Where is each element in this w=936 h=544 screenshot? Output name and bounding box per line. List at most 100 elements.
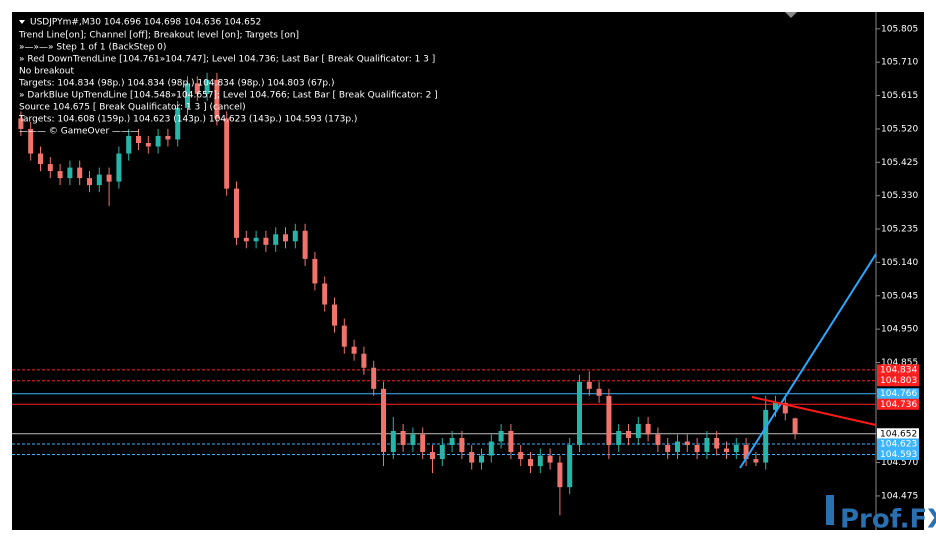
candle-body [18, 118, 24, 129]
candle-body [87, 178, 92, 186]
candle-body [547, 455, 553, 463]
y-tick-label: 104.855 [881, 358, 918, 368]
info-line: No breakout [19, 67, 74, 77]
candle-body [606, 395, 612, 446]
level-label: 104.593 [880, 450, 917, 460]
grid-layer: 105.805 105.710 105.615 105.520 105.425 105.3… [876, 24, 918, 501]
candle-body [77, 167, 83, 179]
level-label: 104.803 [880, 376, 917, 386]
level-label: 104.736 [880, 400, 917, 410]
candle-body [439, 445, 445, 460]
candle-body [351, 346, 357, 354]
level-tag [877, 398, 919, 410]
candle-body [586, 381, 592, 389]
candle-body [763, 409, 769, 463]
candle-body [733, 445, 739, 453]
candle-body [273, 234, 279, 245]
candle-body [508, 430, 514, 453]
candle-body [459, 437, 465, 453]
candle-body [302, 230, 308, 259]
level-label: 104.623 [880, 439, 917, 449]
candle-body [567, 445, 573, 488]
candle-body [655, 434, 661, 446]
candle-body [136, 135, 141, 143]
candle-body [704, 437, 710, 453]
level-tag [877, 364, 919, 376]
candle-body [743, 445, 749, 460]
candle-body [635, 423, 641, 438]
y-tick-label: 104.950 [881, 325, 918, 335]
y-tick-label: 105.805 [881, 24, 918, 34]
candle-body [175, 107, 181, 140]
collapse-arrow [19, 20, 25, 24]
info-block: Trend Line[on]; Channel [off]; Breakout … [18, 31, 438, 137]
candle-body [126, 135, 132, 154]
candle-body [253, 237, 259, 242]
candle-body [165, 135, 171, 140]
logo-bar [826, 495, 834, 525]
candle-body [381, 388, 386, 453]
candle-body [488, 441, 494, 456]
candle-body [410, 434, 416, 446]
candle-body [724, 448, 729, 453]
candle-body [773, 402, 778, 410]
candle-body [537, 455, 543, 467]
candle-body [283, 234, 288, 242]
candle-body [312, 258, 318, 284]
candle-body [361, 353, 367, 368]
y-tick-label: 105.235 [881, 225, 918, 235]
candle-body [38, 153, 43, 165]
candle-body [145, 142, 151, 147]
level-tag [877, 438, 919, 450]
candle-body [224, 118, 230, 189]
candle-body [28, 128, 34, 154]
level-label: 104.652 [880, 429, 917, 439]
candle-body [665, 445, 671, 453]
y-tick-label: 105.425 [881, 158, 918, 168]
y-tick-label: 105.615 [881, 91, 918, 101]
candle-body [596, 388, 602, 396]
info-line: » Red DownTrendLine [104.761»104.747]; L… [19, 55, 435, 65]
candle-body [214, 79, 220, 119]
candle-body [341, 325, 347, 347]
candle-body [371, 367, 377, 389]
candle-layer [18, 72, 798, 516]
info-line: Trend Line[on]; Channel [off]; Breakout … [18, 31, 299, 41]
y-tick-label: 105.520 [881, 124, 918, 134]
candle-body [234, 188, 239, 238]
candle-body [96, 174, 102, 186]
candle-body [694, 445, 700, 453]
candle-body [390, 430, 396, 453]
candle-body [469, 452, 475, 463]
level-tag [877, 428, 919, 440]
candle-body [400, 430, 406, 446]
level-tag [877, 388, 919, 400]
level-tag [877, 448, 919, 460]
down-trendline [751, 396, 877, 426]
y-tick-label: 105.710 [881, 58, 918, 68]
candle-body [47, 164, 53, 172]
candle-body [204, 79, 210, 94]
candle-body [479, 455, 484, 463]
candle-body [498, 430, 504, 442]
candle-body [616, 430, 622, 446]
y-tick-label: 104.475 [881, 491, 918, 501]
info-line: » DarkBlue UpTrendLine [104.548»104.657]… [19, 91, 438, 101]
candle-body [155, 135, 161, 147]
watermark: Prof.FX [840, 505, 936, 535]
candle-body [292, 230, 298, 242]
candle-body [116, 153, 122, 182]
chart-title: USDJPYm#,M30 104.696 104.698 104.636 104… [30, 18, 261, 28]
candle-body [332, 304, 337, 326]
candle-body [714, 437, 720, 449]
level-label: 104.766 [880, 389, 917, 399]
candle-body [528, 459, 533, 467]
level-label: 104.834 [880, 365, 917, 375]
candle-body [263, 237, 269, 245]
up-trendline [739, 253, 877, 469]
candle-body [577, 381, 582, 446]
level-tag [877, 375, 919, 387]
y-tick-label: 105.140 [881, 258, 918, 268]
